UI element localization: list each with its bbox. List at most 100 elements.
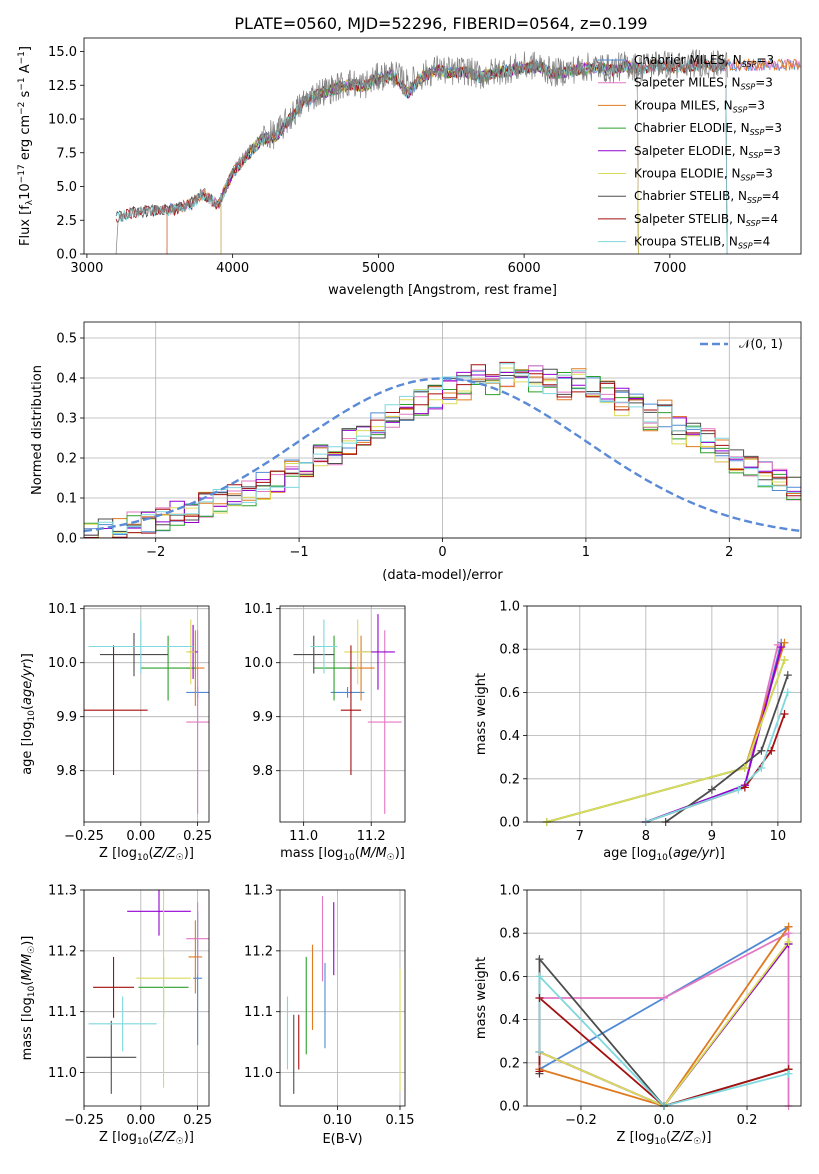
x-tick-label: −0.2 — [565, 1113, 597, 1128]
weight-marker — [783, 671, 792, 680]
y-tick-label: 0.0 — [499, 816, 520, 831]
y-tick-label: 7.5 — [56, 146, 77, 161]
x-tick-label: 0.25 — [183, 829, 212, 844]
legend-entry: Chabrier MILES, NSSP=3 — [634, 53, 774, 69]
y-tick-label: 10.0 — [48, 656, 77, 671]
y-axis-label: Flux [fλ10−17 erg cm−2 s−1 A−1] — [17, 46, 35, 246]
weight-marker — [784, 922, 793, 931]
x-axis-label: (data-model)/error — [382, 568, 503, 583]
residual-histogram-6 — [84, 368, 801, 538]
weight-line-8 — [538, 974, 789, 1106]
y-tick-label: 0.2 — [499, 772, 520, 787]
weight-marker — [784, 1069, 793, 1078]
model-spectrum-8 — [116, 57, 729, 254]
y-tick-label: 0.2 — [499, 1056, 520, 1071]
axes-frame — [526, 605, 802, 823]
axes-frame — [279, 605, 406, 823]
y-tick-label: 0.2 — [56, 452, 77, 467]
y-tick-label: 0.1 — [56, 492, 77, 507]
x-tick-label: 0.0 — [654, 1113, 675, 1128]
x-tick-label: 0.00 — [126, 1113, 155, 1128]
x-tick-label: 0 — [438, 545, 446, 560]
spectrum-axes: 3000 4000 5000 6000 7000 0.0 2.5 5.0 7.5 10.0 12.5… — [17, 37, 802, 298]
y-tick-label: 2.5 — [56, 214, 77, 229]
y-tick-label: 11.2 — [48, 944, 77, 959]
x-axis-label: Z [log10(Z/Z☉)] — [617, 1130, 712, 1147]
weight-marker — [740, 764, 749, 772]
x-axis-label: Z [log10(Z/Z☉)] — [99, 846, 194, 863]
y-tick-label: 0.6 — [499, 970, 520, 985]
residual-histogram-4 — [84, 370, 801, 538]
residual-histogram-8 — [84, 363, 801, 538]
x-tick-label: 11.2 — [357, 829, 386, 844]
x-tick-label: 3000 — [70, 261, 103, 276]
x-tick-label: 0.00 — [126, 829, 155, 844]
legend-entry: Kroupa MILES, NSSP=3 — [634, 98, 765, 114]
y-tick-label: 0.5 — [56, 332, 77, 347]
y-tick-label: 0.8 — [499, 643, 520, 658]
weight-marker — [757, 746, 766, 755]
x-tick-label: −1 — [290, 545, 309, 560]
residual-histogram-0 — [84, 365, 801, 538]
x-tick-label: −0.25 — [64, 1113, 104, 1128]
x-tick-label: 0.15 — [386, 1113, 415, 1128]
weight-marker — [757, 764, 766, 772]
weight-line-5 — [546, 659, 786, 822]
y-tick-label: 11.1 — [244, 1005, 273, 1020]
x-tick-label: 9 — [708, 829, 716, 844]
weight-marker — [535, 1067, 544, 1076]
weight-line-6 — [665, 674, 789, 822]
weight-marker — [660, 994, 668, 1002]
y-axis-label: age [log10(age/yr)] — [20, 653, 37, 775]
weight-line-0 — [645, 642, 783, 822]
spectrum-legend: Chabrier MILES, NSSP=3 Salpeter MILES, NS… — [598, 53, 782, 251]
y-tick-label: 0.4 — [499, 1013, 520, 1028]
legend-entry: Salpeter STELIB, NSSP=4 — [634, 212, 778, 228]
x-tick-label: −2 — [146, 545, 165, 560]
weight-marker — [780, 638, 789, 647]
weight-line-3 — [546, 659, 786, 822]
weight-line-4 — [645, 646, 783, 822]
residual-histogram-1 — [84, 365, 801, 538]
y-tick-label: 0.3 — [56, 412, 77, 427]
y-axis-label: Normed distribution — [30, 365, 45, 495]
weight-vs-Z-axes: −0.2 0.0 0.2 0.0 0.2 0.4 0.6 0.8 1.0 Z [log10(Z/Z… — [474, 884, 802, 1147]
weight-marker — [535, 955, 544, 964]
mass-vs-EBV-plot-area — [286, 896, 401, 1094]
y-tick-label: 11.2 — [244, 944, 273, 959]
x-axis-label: age [log10(age/yr)] — [603, 846, 725, 863]
y-tick-label: 0.4 — [499, 729, 520, 744]
mass-vs-EBV-axes: 0.10 0.15 11.0 11.1 11.2 11.3 E(B-V) — [244, 884, 414, 1148]
y-tick-label: 0.0 — [56, 532, 77, 547]
y-tick-label: 9.9 — [56, 710, 77, 725]
mass-vs-Z-axes: −0.25 0.00 0.25 11.0 11.1 11.2 11.3 Z [log10(Z/… — [20, 884, 212, 1148]
y-tick-label: 0.6 — [499, 686, 520, 701]
y-tick-label: 9.8 — [56, 764, 77, 779]
axes-frame — [83, 605, 210, 823]
x-tick-label: 11.0 — [289, 829, 318, 844]
weight-marker — [535, 994, 544, 1002]
weight-vs-age-plot-area — [546, 642, 789, 822]
y-tick-label: 0.0 — [499, 1100, 520, 1115]
x-tick-label: 7 — [576, 829, 584, 844]
axes-frame — [83, 321, 802, 539]
y-tick-label: 10.0 — [244, 656, 273, 671]
y-tick-label: 11.1 — [48, 1005, 77, 1020]
x-tick-label: −0.25 — [64, 829, 104, 844]
y-tick-label: 10.1 — [244, 602, 273, 617]
weight-marker — [783, 688, 792, 697]
age-vs-mass-axes: 11.0 11.2 9.8 9.9 10.0 10.1 mass [log10(M/M☉)] — [244, 602, 406, 863]
x-tick-label: 4000 — [216, 261, 249, 276]
weight-marker — [535, 1048, 544, 1056]
weight-line-1 — [539, 931, 790, 1106]
axes-frame — [526, 889, 802, 1107]
weight-marker — [535, 972, 544, 981]
weight-marker — [784, 937, 793, 946]
weight-marker — [740, 783, 749, 792]
x-tick-label: 10 — [770, 829, 787, 844]
age-vs-mass-plot-area — [293, 614, 402, 814]
y-tick-label: 0.4 — [56, 372, 77, 387]
residual-histogram-7 — [84, 361, 801, 538]
legend-entry: Salpeter ELODIE, NSSP=3 — [634, 144, 781, 160]
